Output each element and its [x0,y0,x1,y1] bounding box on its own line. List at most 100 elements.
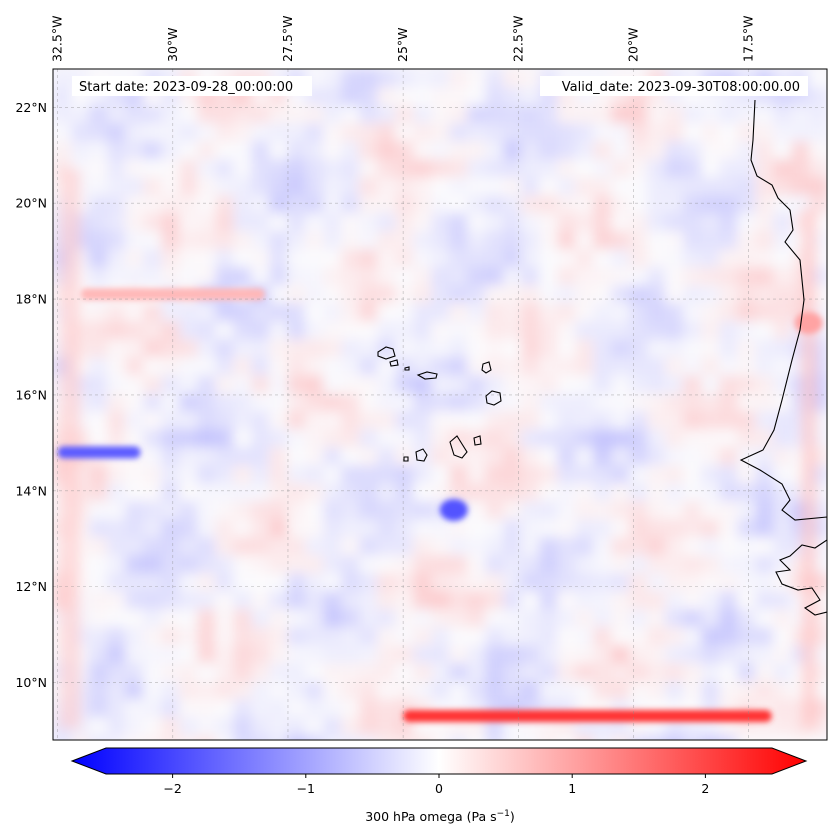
field-cell [377,537,396,556]
field-cell [737,501,756,520]
field-cell [575,591,594,610]
field-cell [593,123,612,142]
field-cell [323,123,342,142]
field-cell [791,177,810,196]
field-cell [611,681,630,700]
field-cell [701,393,720,412]
field-cell [107,483,126,502]
field-cell [413,375,432,394]
info-banner-right [540,76,808,96]
field-cell [305,213,324,232]
field-cell [215,645,234,664]
field-cell [251,267,270,286]
field-cell [359,537,378,556]
field-cell [557,645,576,664]
field-cell [143,591,162,610]
field-cell [197,537,216,556]
field-cell [755,321,774,340]
field-cell [539,591,558,610]
field-cell [431,663,450,682]
field-cell [539,177,558,196]
field-cell [107,519,126,538]
field-cell [125,519,144,538]
field-cell [71,141,90,160]
field-cell [485,141,504,160]
field-cell [251,591,270,610]
field-cell [611,321,630,340]
valid-date-label: Valid_date: 2023-09-30T08:00:00.00 [562,80,800,95]
field-cell [611,393,630,412]
field-cell [557,501,576,520]
field-cell [395,321,414,340]
field-cell [449,249,468,268]
field-cell [161,303,180,322]
field-cell [161,681,180,700]
field-cell [593,267,612,286]
field-cell [233,411,252,430]
field-cell [755,249,774,268]
field-cell [575,357,594,376]
field-cell [449,321,468,340]
feature-cell-2 [439,498,468,521]
feature-band-0 [403,710,772,723]
field-cell [89,483,108,502]
field-cell [251,249,270,268]
lon-tick-label: 32.5°W [50,16,65,62]
field-cell [701,483,720,502]
field-cell [665,231,684,250]
field-cell [449,411,468,430]
field-cell [719,537,738,556]
field-cell [395,465,414,484]
field-cell [791,735,810,740]
field-cell [287,231,306,250]
field-cell [89,609,108,628]
field-cell [665,411,684,430]
field-cell [287,321,306,340]
field-cell [197,213,216,232]
field-cell [575,195,594,214]
field-cell [359,87,378,106]
field-cell [593,501,612,520]
field-cell [773,141,792,160]
field-cell [611,537,630,556]
field-cell [521,663,540,682]
field-cell [665,663,684,682]
field-cell [557,429,576,448]
field-cell [665,573,684,592]
field-cell [593,465,612,484]
field-cell [107,159,126,178]
field-cell [341,375,360,394]
feature-band-1 [57,446,141,459]
coastlines [377,99,827,616]
field-cell [431,447,450,466]
field-cell [539,609,558,628]
field-cell [485,591,504,610]
feature-band-3 [80,288,265,301]
field-cell [377,357,396,376]
field-cell [485,519,504,538]
field-cell [359,591,378,610]
field-cell [305,573,324,592]
field-cell [161,627,180,646]
field-cell [251,555,270,574]
field-cell [719,627,738,646]
field-cell [701,195,720,214]
field-cell [503,681,522,700]
field-cell [269,105,288,124]
field-cell [521,357,540,376]
field-cell [719,429,738,448]
field-cell [359,375,378,394]
field-cell [593,591,612,610]
field-cell [269,483,288,502]
field-cell [53,123,72,142]
field-cell [449,195,468,214]
field-cell [233,555,252,574]
field-cell [323,717,342,736]
field-cell [701,627,720,646]
field-cell [467,663,486,682]
field-cell [377,213,396,232]
field-cell [161,177,180,196]
field-cell [773,465,792,484]
field-cell [377,735,396,740]
field-cell [809,87,827,106]
